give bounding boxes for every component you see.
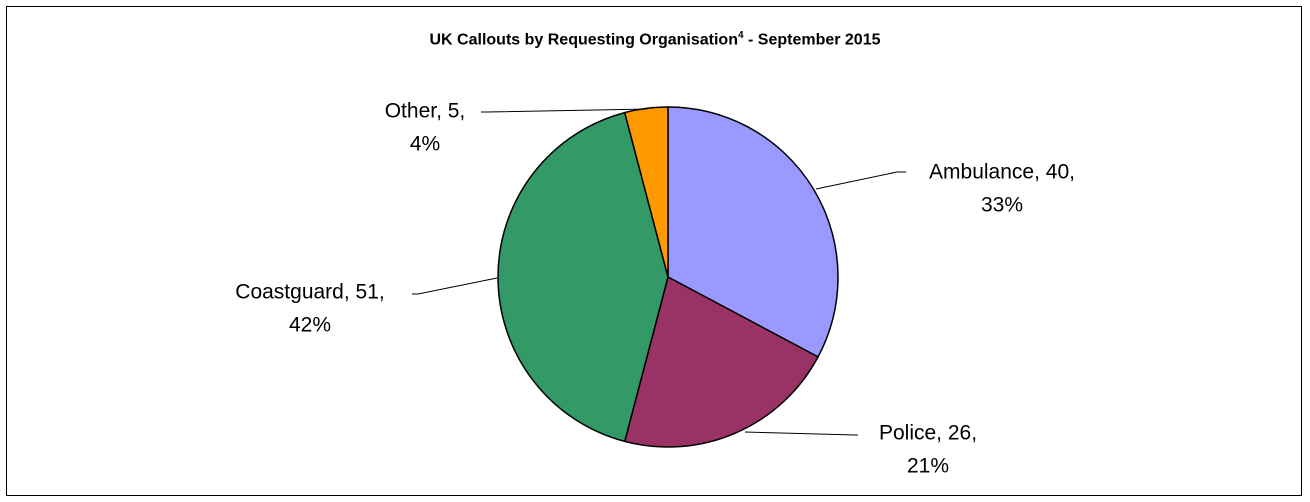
data-label-ambulance-name: Ambulance, 40, bbox=[929, 161, 1075, 184]
data-label-coastguard-name: Coastguard, 51, bbox=[235, 281, 384, 304]
leader-line-ambulance bbox=[815, 171, 906, 190]
chart-title-superscript: 4 bbox=[737, 30, 744, 41]
chart-title-text: UK Callouts by Requesting Organisation bbox=[429, 31, 738, 49]
data-label-police-percent: 21% bbox=[907, 455, 949, 478]
pie-slice-ambulance bbox=[667, 106, 839, 358]
data-label-other-name: Other, 5, bbox=[385, 100, 466, 123]
data-label-ambulance-percent: 33% bbox=[981, 194, 1023, 217]
pie-slice-coastguard bbox=[497, 111, 669, 443]
leader-line-other bbox=[481, 108, 648, 113]
leader-line-police bbox=[744, 431, 858, 436]
leader-line-coastguard bbox=[412, 277, 498, 295]
chart-title-suffix: - September 2015 bbox=[743, 31, 881, 49]
data-label-police-name: Police, 26, bbox=[879, 422, 977, 445]
data-label-coastguard-percent: 42% bbox=[289, 314, 331, 337]
chart-title: UK Callouts by Requesting Organisation4 … bbox=[0, 30, 1310, 49]
pie-slice-police bbox=[623, 275, 820, 448]
data-label-other-percent: 4% bbox=[410, 133, 440, 156]
pie-slice-other bbox=[623, 106, 669, 278]
